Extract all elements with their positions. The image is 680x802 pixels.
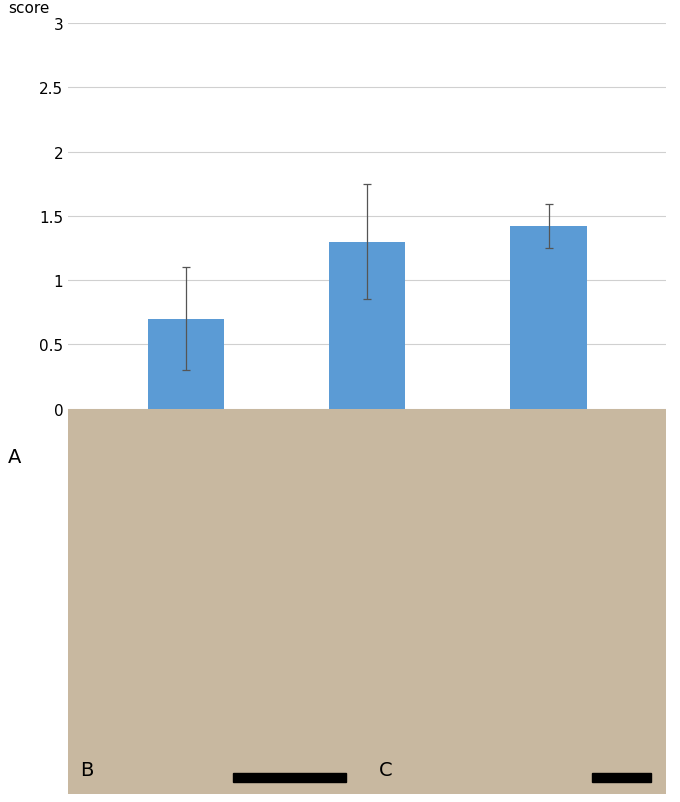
Text: C: C bbox=[379, 759, 393, 779]
Bar bbox=[592, 773, 651, 783]
Text: B: B bbox=[80, 759, 93, 779]
Bar bbox=[511, 227, 587, 409]
Bar bbox=[148, 319, 224, 409]
Text: A: A bbox=[8, 448, 22, 467]
Text: score: score bbox=[8, 2, 50, 16]
Bar bbox=[329, 242, 405, 409]
Bar bbox=[233, 773, 346, 783]
